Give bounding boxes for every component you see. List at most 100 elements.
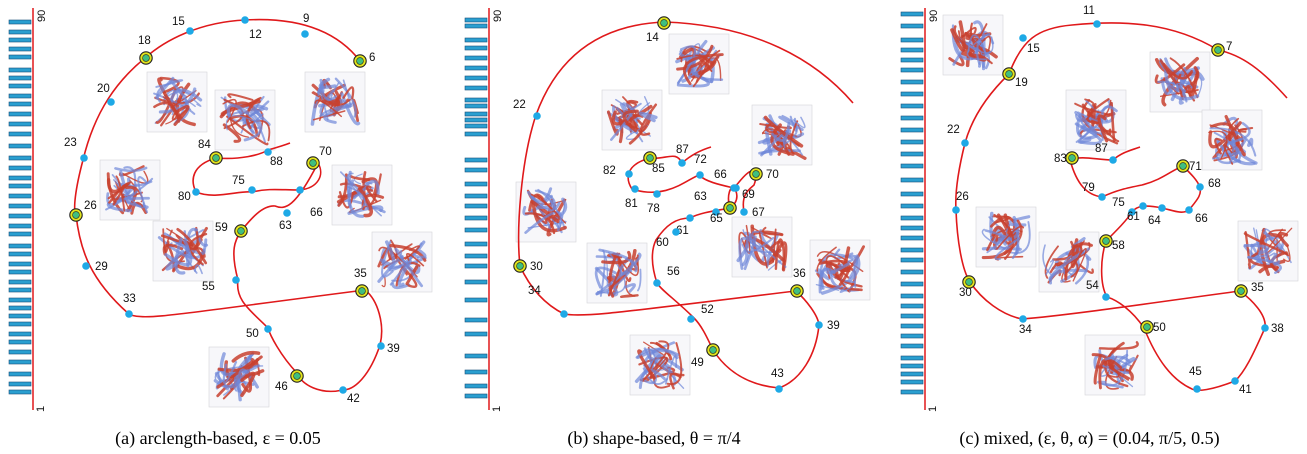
time-step-label: 30 <box>530 261 543 273</box>
time-step-label: 55 <box>202 281 215 293</box>
ruler-tick <box>464 85 488 91</box>
volume-thumbnails <box>515 33 871 396</box>
time-step-label: 87 <box>676 144 689 156</box>
ruler-tick <box>900 363 924 369</box>
key-frame-point <box>1143 323 1151 331</box>
time-step-point <box>687 315 695 323</box>
time-step-point <box>186 27 194 35</box>
ruler-tick <box>900 139 924 145</box>
key-frame-point <box>358 287 366 295</box>
volume-thumbnail <box>1084 334 1146 396</box>
panel-shape: 90 1 14 22 30 34 85 87 82 81 78 72 70 69 66 67 63 65 61 6… <box>436 0 872 454</box>
ruler-tick <box>464 383 488 389</box>
caption-a: (a) arclength-based, ε = 0.05 <box>115 428 321 448</box>
ruler-tick <box>8 231 32 237</box>
time-step-point <box>377 342 385 350</box>
time-step-label: 70 <box>766 169 779 181</box>
time-step-point <box>264 148 272 156</box>
time-step-label: 75 <box>1112 197 1125 209</box>
time-step-label: 66 <box>1195 213 1208 225</box>
ruler-tick <box>8 29 32 35</box>
time-step-point <box>1193 385 1201 393</box>
ruler-tick <box>464 97 488 103</box>
time-step-point <box>241 16 249 24</box>
ruler-tick <box>8 111 32 117</box>
time-step-label: 22 <box>513 99 526 111</box>
time-step-point <box>1019 315 1027 323</box>
ruler-tick <box>8 101 32 107</box>
ruler-tick <box>464 193 488 199</box>
time-step-point <box>952 206 960 214</box>
time-step-point <box>232 276 240 284</box>
ruler-tick <box>464 45 488 51</box>
time-step-point <box>192 188 200 196</box>
ruler-tick <box>900 191 924 197</box>
volume-thumbnail <box>304 71 366 133</box>
volume-thumbnails <box>99 71 433 408</box>
volume-thumbnail <box>1038 231 1100 293</box>
axis-top-label: 90 <box>36 10 48 22</box>
key-frame-point <box>1214 46 1222 54</box>
volume-thumbnail <box>371 231 433 293</box>
ruler-tick <box>8 305 32 311</box>
key-frame-point <box>212 154 220 162</box>
time-step-label: 65 <box>710 213 723 225</box>
ruler-tick <box>8 243 32 249</box>
ruler-tick <box>8 223 32 229</box>
ruler-tick <box>8 331 32 337</box>
time-step-point <box>1231 377 1239 385</box>
ruler-tick <box>8 203 32 209</box>
ruler-tick <box>464 253 488 259</box>
ruler-tick <box>8 183 32 189</box>
ruler-tick <box>900 215 924 221</box>
ruler-tick <box>8 349 32 355</box>
volume-thumbnails <box>942 14 1299 396</box>
ruler-tick <box>900 355 924 361</box>
key-frame-point <box>72 211 80 219</box>
time-step-label: 26 <box>956 191 969 203</box>
time-step-point <box>740 208 748 216</box>
volume-thumbnail <box>1201 109 1263 171</box>
time-step-label: 34 <box>1019 324 1032 336</box>
ruler-tick <box>900 103 924 109</box>
volume-thumbnail <box>668 33 730 95</box>
key-frame-point <box>1005 70 1013 78</box>
time-step-label: 39 <box>827 320 840 332</box>
ruler-tick <box>464 55 488 61</box>
ruler-tick <box>900 79 924 85</box>
ruler-tick <box>464 317 488 323</box>
time-step-label: 30 <box>959 287 972 299</box>
key-frame-point <box>1102 237 1110 245</box>
time-step-label: 12 <box>249 29 262 41</box>
time-step-label: 18 <box>138 35 151 47</box>
time-step-label: 9 <box>303 13 309 25</box>
time-step-label: 49 <box>691 357 704 369</box>
time-step-label: 20 <box>97 83 110 95</box>
time-step-label: 75 <box>232 175 245 187</box>
ruler-tick <box>464 215 488 221</box>
ruler-tick <box>900 57 924 63</box>
volume-thumbnail <box>601 89 663 151</box>
time-step-label: 64 <box>1148 215 1161 227</box>
time-step-label: 72 <box>694 154 707 166</box>
time-step-label: 36 <box>793 268 806 280</box>
ruler-tick <box>464 167 488 173</box>
key-frame-point <box>516 262 524 270</box>
ruler-tick <box>464 241 488 247</box>
ruler-tick <box>8 155 32 161</box>
ruler-tick <box>464 279 488 285</box>
time-step-label: 50 <box>246 328 259 340</box>
ruler-tick <box>464 227 488 233</box>
ruler-tick <box>900 91 924 97</box>
axis-ruler: 90 1 <box>464 8 504 412</box>
time-step-label: 43 <box>771 368 784 380</box>
time-step-point <box>1261 324 1269 332</box>
key-frame-point <box>752 170 760 178</box>
time-step-label: 61 <box>1127 211 1140 223</box>
time-step-label: 67 <box>752 207 765 219</box>
time-step-label: 83 <box>1054 153 1067 165</box>
time-step-label: 71 <box>1189 161 1202 173</box>
ruler-tick <box>900 23 924 29</box>
ruler-tick <box>464 181 488 187</box>
time-step-point <box>125 310 133 318</box>
